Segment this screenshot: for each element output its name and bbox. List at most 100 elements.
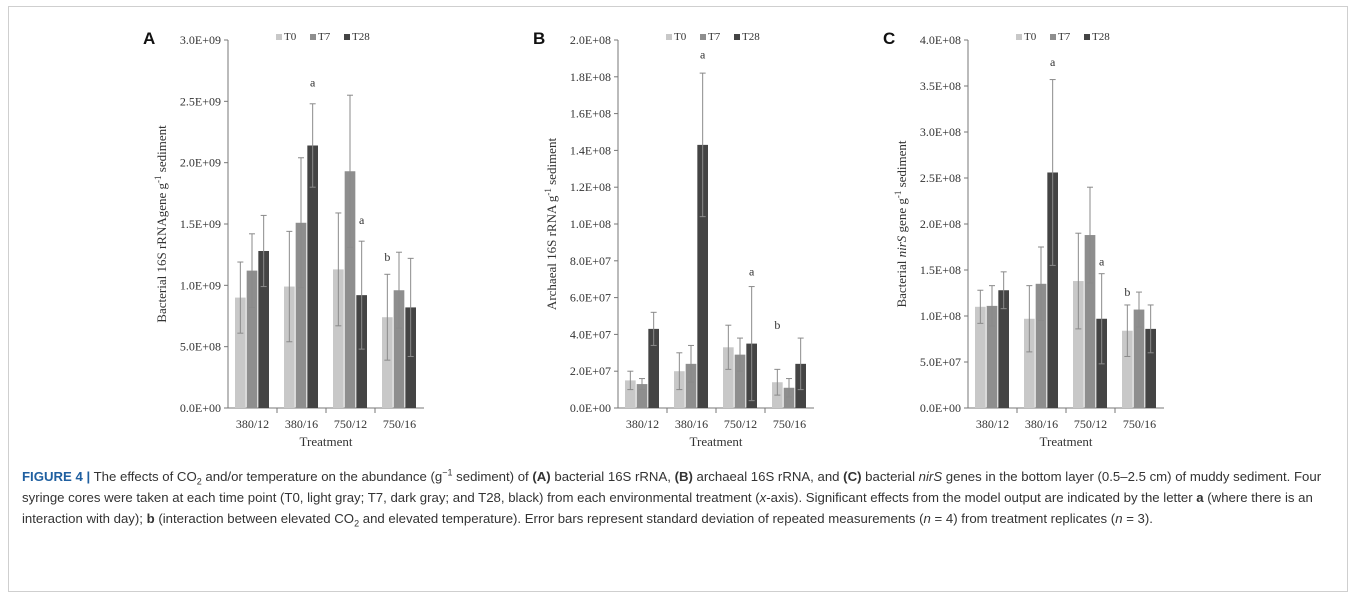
x-tick-label: 380/16	[675, 417, 708, 431]
legend-label: T28	[1092, 31, 1110, 43]
bar-t0	[1122, 330, 1133, 408]
significance-letter: b	[1124, 285, 1130, 299]
caption-fragment: (interaction between elevated CO	[154, 511, 355, 526]
bar-t7	[295, 222, 307, 408]
caption-fragment: −1	[442, 467, 453, 478]
bar-t7	[393, 290, 405, 408]
legend-swatch-t28	[734, 34, 740, 40]
legend-swatch-t28	[344, 34, 350, 40]
x-tick-label: 380/16	[285, 417, 318, 431]
x-axis-label: Treatment	[1040, 434, 1093, 449]
bar-t0	[1024, 318, 1035, 408]
caption-fragment: bacterial	[861, 469, 919, 484]
caption-fragment: nirS	[918, 469, 943, 484]
x-tick-label: 750/16	[773, 417, 806, 431]
significance-letter: a	[310, 76, 316, 90]
bar-t0	[723, 347, 734, 408]
legend-swatch-t7	[700, 34, 706, 40]
caption-fragment: 2	[196, 476, 202, 487]
y-tick-label: 0.0E+00	[180, 401, 221, 415]
y-tick-label: 2.0E+08	[570, 33, 611, 47]
y-tick-label: 2.0E+08	[920, 217, 961, 231]
bar-t28	[998, 290, 1009, 408]
y-tick-label: 2.0E+09	[180, 156, 221, 170]
bar-t28	[697, 144, 708, 408]
bar-t7	[636, 384, 648, 408]
caption-fragment: and elevated temperature). Error bars re…	[359, 511, 924, 526]
y-tick-label: 5.0E+08	[180, 340, 221, 354]
caption-fragment: n	[923, 511, 931, 526]
significance-letter: a	[359, 213, 365, 227]
y-tick-label: 3.0E+09	[180, 33, 221, 47]
bar-t7	[783, 387, 795, 408]
y-axis-label-part: gene g	[894, 198, 909, 236]
bar-t7	[344, 171, 356, 408]
y-tick-label: 2.0E+07	[570, 364, 611, 378]
bar-t28	[1047, 172, 1058, 408]
y-tick-label: 2.5E+08	[920, 171, 961, 185]
panel-letter: C	[883, 29, 895, 48]
y-tick-label: 1.0E+08	[570, 217, 611, 231]
legend-label: T0	[284, 31, 297, 43]
y-tick-label: 5.0E+07	[920, 355, 961, 369]
legend-label: T0	[1024, 31, 1037, 43]
y-tick-label: 6.0E+07	[570, 291, 611, 305]
bar-t7	[986, 305, 998, 408]
legend-label: T7	[318, 31, 331, 43]
caption-fragment: archaeal 16S rRNA, and	[692, 469, 844, 484]
y-axis-label-part: -1	[543, 188, 553, 196]
y-tick-label: 3.0E+08	[920, 125, 961, 139]
caption-fragment: b	[146, 511, 155, 526]
x-tick-label: 750/12	[724, 417, 757, 431]
caption-fragment: bacterial 16S rRNA,	[550, 469, 675, 484]
caption-fragment: (where there is an interaction with day)…	[22, 490, 1313, 526]
y-axis-label-part: Bacterial 16S rRNAgene g	[154, 182, 169, 322]
legend-label: T0	[674, 31, 687, 43]
x-tick-label: 750/16	[1123, 417, 1156, 431]
y-tick-label: 3.5E+08	[920, 79, 961, 93]
bar-t0	[382, 317, 393, 408]
caption-fragment: The effects of CO	[90, 469, 197, 484]
y-axis-label-part: sediment	[544, 138, 559, 189]
significance-letter: a	[700, 47, 706, 61]
bar-t28	[1145, 328, 1156, 408]
y-tick-label: 2.5E+09	[180, 94, 221, 108]
x-tick-label: 750/12	[1074, 417, 1107, 431]
significance-letter: a	[1099, 254, 1105, 268]
y-tick-label: 1.6E+08	[570, 107, 611, 121]
legend-swatch-t7	[310, 34, 316, 40]
bar-t7	[246, 270, 258, 408]
figure-frame	[8, 6, 1348, 592]
caption-fragment: genes in the bottom layer (0.5–2.5 cm) o…	[22, 469, 1322, 505]
caption-body: The effects of CO2 and/or temperature on…	[22, 467, 1322, 529]
y-axis-label-part: Bacterial	[894, 257, 909, 307]
x-axis-label: Treatment	[690, 434, 743, 449]
caption-fragment: and/or temperature on the abundance (g	[201, 469, 443, 484]
significance-letter: b	[774, 318, 780, 332]
legend-label: T7	[1058, 31, 1071, 43]
caption-fragment: (A)	[532, 469, 551, 484]
chart-panel-c: 0.0E+00 5.0E+07 1.0E+08 1.5E+08 2.0E+08 2.5E+…	[883, 29, 1164, 449]
bar-t0	[1073, 281, 1084, 408]
y-tick-label: 8.0E+07	[570, 254, 611, 268]
panel-letter: B	[533, 29, 545, 48]
significance-letter: b	[384, 250, 390, 264]
bar-t7	[734, 354, 746, 408]
y-axis-label: Archaeal 16S rRNA g-1 sediment	[543, 138, 559, 311]
caption-fragment: sediment) of	[452, 469, 533, 484]
y-axis-label-part: -1	[153, 175, 163, 183]
x-tick-label: 380/12	[236, 417, 269, 431]
y-tick-label: 0.0E+00	[920, 401, 961, 415]
x-axis-label: Treatment	[300, 434, 353, 449]
bar-t7	[685, 363, 697, 408]
caption-fragment: 2	[354, 518, 360, 529]
x-tick-label: 750/12	[334, 417, 367, 431]
caption-fragment: = 3).	[1122, 511, 1153, 526]
bar-t28	[405, 307, 416, 408]
y-tick-label: 1.0E+08	[920, 309, 961, 323]
y-axis-label: Bacterial nirS gene g-1 sediment	[893, 140, 909, 307]
y-axis-label-part: -1	[893, 191, 903, 199]
chart-panel-a: 0.0E+00 5.0E+08 1.0E+09 1.5E+09 2.0E+09 2.5E+…	[143, 29, 424, 449]
y-tick-label: 1.4E+08	[570, 143, 611, 157]
y-axis-label-part: sediment	[894, 140, 909, 191]
